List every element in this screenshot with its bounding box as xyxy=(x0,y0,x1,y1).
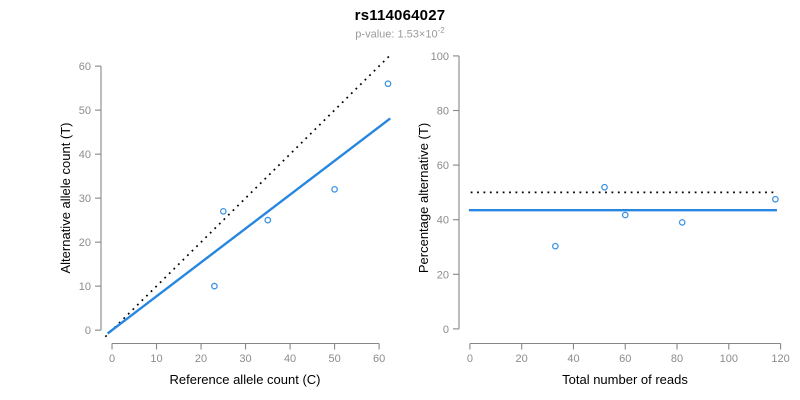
figure-title: rs114064027 xyxy=(354,7,446,24)
x-axis-tick-label: 20 xyxy=(195,353,207,365)
x-axis-tick-label: 100 xyxy=(720,353,738,365)
y-axis-tick-label: 50 xyxy=(79,105,91,117)
pvalue-text: p-value: 1.53×10 xyxy=(355,28,438,41)
right-xaxis-title: Total number of reads xyxy=(562,372,688,387)
data-point xyxy=(331,185,338,193)
data-point xyxy=(264,216,272,224)
y-axis-tick-label: 30 xyxy=(79,193,91,205)
figure-header: rs114064027 p-value: 1.53×10-2 xyxy=(0,7,800,41)
data-point xyxy=(772,195,779,203)
x-axis-tick-label: 60 xyxy=(373,353,385,365)
chart-1: Total number of reads Percentage alterna… xyxy=(416,51,790,387)
y-axis-tick-label: 40 xyxy=(437,215,449,227)
regression-line xyxy=(106,117,391,335)
y-axis-tick-label: 60 xyxy=(437,160,449,172)
y-axis-tick-label: 100 xyxy=(431,51,449,63)
x-axis-tick-label: 0 xyxy=(467,353,473,365)
right-yaxis-title: Percentage alternative (T) xyxy=(416,123,431,273)
x-axis-tick-label: 0 xyxy=(109,353,115,365)
x-axis-tick-label: 30 xyxy=(239,353,251,365)
pvalue-exponent: -2 xyxy=(437,26,445,35)
x-axis-tick-label: 10 xyxy=(150,353,162,365)
left-xaxis-title: Reference allele count (C) xyxy=(169,372,320,387)
x-axis-tick-label: 80 xyxy=(671,353,683,365)
x-axis-tick-label: 60 xyxy=(619,353,631,365)
y-axis-tick-label: 40 xyxy=(79,149,91,161)
data-point xyxy=(384,80,392,88)
pvalue-subtitle: p-value: 1.53×10-2 xyxy=(0,26,800,41)
y-axis-tick-label: 60 xyxy=(79,61,91,73)
x-axis-tick-label: 40 xyxy=(284,353,296,365)
y-axis-tick-label: 0 xyxy=(443,324,449,336)
y-axis-tick-label: 80 xyxy=(437,106,449,118)
x-axis-tick-label: 20 xyxy=(516,353,528,365)
y-axis-tick-label: 0 xyxy=(85,325,91,337)
x-axis-tick-label: 120 xyxy=(771,353,789,365)
data-point xyxy=(621,211,629,219)
y-axis-tick-label: 20 xyxy=(79,237,91,249)
data-point xyxy=(551,242,559,250)
data-point xyxy=(678,219,686,226)
data-point xyxy=(219,207,227,215)
y-axis-tick-label: 10 xyxy=(79,281,91,293)
data-point xyxy=(601,183,608,191)
chart-0: Reference allele count (C) Alternative a… xyxy=(58,52,393,387)
y-axis-tick-label: 20 xyxy=(437,269,449,281)
x-axis-tick-label: 50 xyxy=(328,353,340,365)
x-axis-tick-label: 40 xyxy=(567,353,579,365)
data-point xyxy=(211,282,218,290)
left-yaxis-title: Alternative allele count (T) xyxy=(58,122,73,273)
identity-line xyxy=(104,52,393,338)
